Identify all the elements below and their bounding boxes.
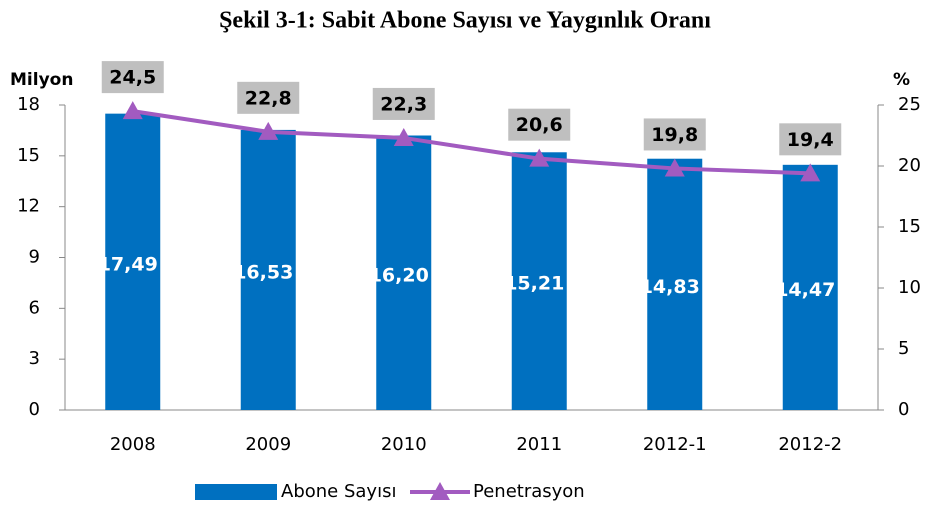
line: [132, 109, 811, 176]
y2-tick-label: 0: [898, 399, 909, 420]
bar-value-label: 15,21: [504, 273, 564, 295]
x-tick-label: 2012-2: [778, 434, 842, 455]
y2-axis-label: %: [893, 70, 910, 90]
bar: [105, 113, 161, 411]
line-marker: [393, 127, 414, 146]
bar: [647, 158, 703, 410]
bar-value-label: 16,53: [233, 261, 293, 283]
y2-tick-label: 5: [898, 338, 909, 359]
y-tick-label: 0: [29, 399, 40, 420]
y-tick-label: 9: [29, 247, 40, 268]
line-value-label: 19,8: [651, 124, 698, 146]
legend-label: Abone Sayısı: [281, 481, 396, 502]
line-value-label: 22,8: [245, 87, 292, 109]
value-label-box: [643, 118, 706, 151]
x-tick-label: 2010: [381, 434, 427, 455]
x-tick-label: 2011: [516, 434, 562, 455]
legend-marker: [430, 482, 450, 500]
bar-value-label: 16,20: [369, 264, 429, 286]
x-tick-label: 2012-1: [643, 434, 707, 455]
y-tick-label: 12: [17, 196, 40, 217]
line-marker: [664, 158, 685, 177]
bar: [511, 152, 567, 410]
legend-label: Penetrasyon: [473, 481, 585, 502]
value-label-box: [779, 123, 842, 156]
line-value-label: 19,4: [787, 129, 834, 151]
bar: [376, 135, 432, 410]
x-tick-label: 2009: [245, 434, 291, 455]
value-label-box: [101, 61, 164, 94]
legend-swatch: [195, 484, 277, 500]
y-tick-label: 15: [17, 145, 40, 166]
y2-tick-label: 10: [898, 277, 921, 298]
y-axis-label: Milyon: [10, 70, 73, 90]
line-marker: [122, 101, 143, 120]
line-marker: [258, 121, 279, 140]
y2-tick-label: 15: [898, 216, 921, 237]
chart-title: Şekil 3-1: Sabit Abone Sayısı ve Yaygınl…: [219, 8, 711, 34]
line-marker: [529, 148, 550, 167]
y-tick-label: 3: [29, 348, 40, 369]
value-label-box: [237, 81, 300, 114]
line-marker: [800, 163, 821, 182]
bar-value-label: 14,47: [775, 279, 835, 301]
bar-value-label: 17,49: [98, 253, 158, 275]
y-tick-label: 18: [17, 94, 40, 115]
bar: [782, 164, 838, 410]
y-tick-label: 6: [29, 297, 40, 318]
line-value-label: 22,3: [380, 93, 427, 115]
bar-value-label: 14,83: [640, 276, 700, 298]
y2-tick-label: 20: [898, 155, 921, 176]
value-label-box: [508, 108, 571, 141]
value-label-box: [372, 87, 435, 120]
x-tick-label: 2008: [110, 434, 156, 455]
line-value-label: 20,6: [516, 114, 563, 136]
bar: [240, 129, 296, 411]
y2-tick-label: 25: [898, 94, 921, 115]
line-value-label: 24,5: [109, 67, 156, 89]
